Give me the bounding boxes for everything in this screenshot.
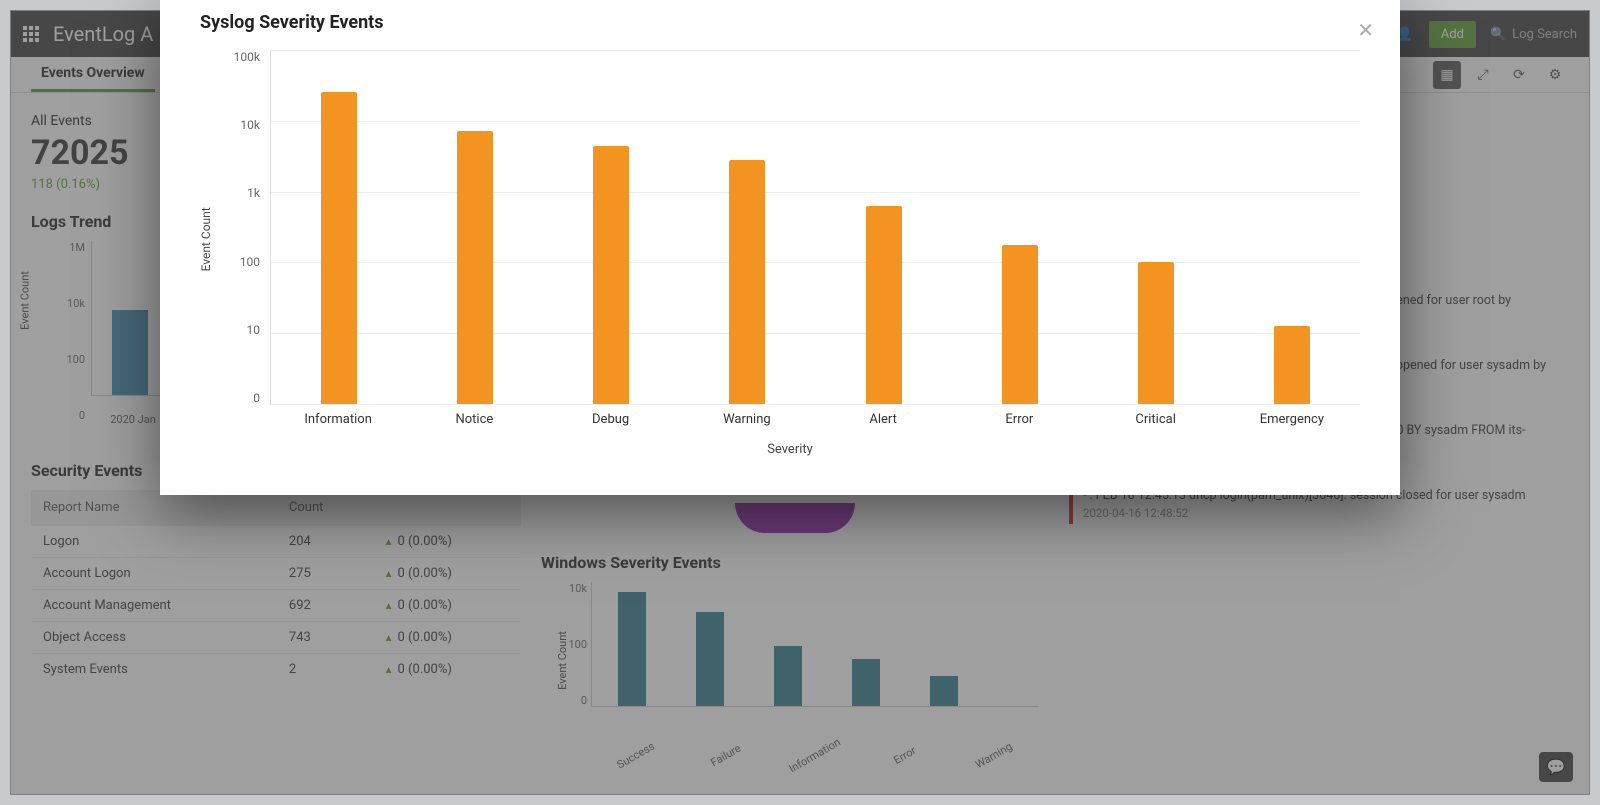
chart-ylabel: Event Count — [199, 207, 213, 271]
chart-bar[interactable] — [1002, 245, 1038, 404]
syslog-severity-modal: Syslog Severity Events ✕ Event Count 100… — [160, 0, 1400, 495]
modal-title: Syslog Severity Events — [200, 12, 1360, 33]
chart-ytick: 100k — [216, 50, 260, 64]
chart-xtick: Alert — [815, 412, 951, 427]
chart-xtick: Debug — [543, 412, 679, 427]
chart-xtick: Emergency — [1224, 412, 1360, 427]
chart-ytick: 10k — [216, 118, 260, 132]
chart-bar[interactable] — [593, 146, 629, 404]
syslog-chart: Event Count 100k10k1k100100 InformationN… — [220, 50, 1360, 465]
chart-xtick: Information — [270, 412, 406, 427]
chart-ytick: 10 — [216, 323, 260, 337]
chart-ytick: 100 — [216, 255, 260, 269]
chart-xtick: Warning — [679, 412, 815, 427]
chart-bar[interactable] — [866, 206, 902, 404]
chart-xtick: Notice — [406, 412, 542, 427]
chart-bar[interactable] — [321, 92, 357, 404]
modal-close-icon[interactable]: ✕ — [1357, 18, 1374, 42]
chart-bar[interactable] — [729, 160, 765, 404]
chart-xtick: Critical — [1088, 412, 1224, 427]
chart-bar[interactable] — [1274, 326, 1310, 404]
chart-xlabel: Severity — [220, 442, 1360, 457]
chart-bar[interactable] — [457, 131, 493, 404]
chart-ytick: 0 — [216, 391, 260, 405]
chart-xtick: Error — [951, 412, 1087, 427]
chart-ytick: 1k — [216, 186, 260, 200]
chart-bar[interactable] — [1138, 262, 1174, 404]
